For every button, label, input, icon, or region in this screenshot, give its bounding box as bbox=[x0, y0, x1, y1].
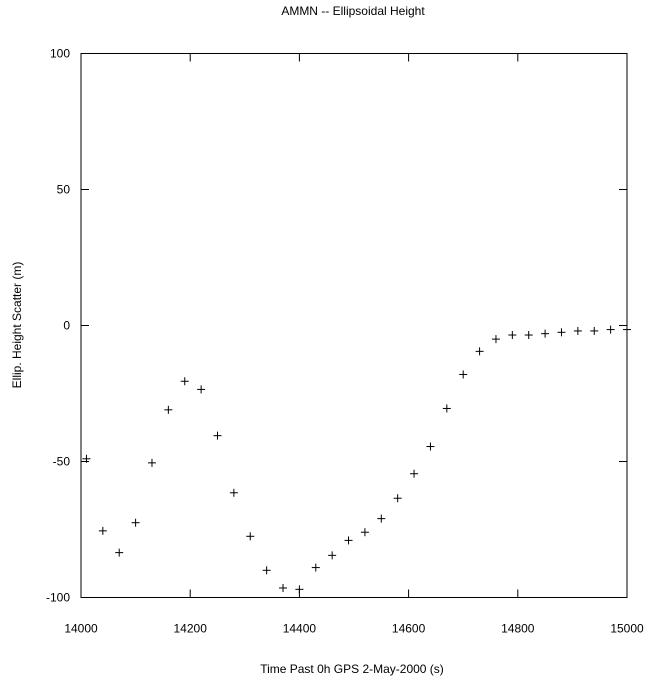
y-tick-label: 0 bbox=[63, 319, 70, 333]
data-point bbox=[213, 431, 222, 440]
data-point bbox=[377, 514, 386, 523]
data-point bbox=[344, 536, 353, 545]
y-axis-label: Ellip. Height Scatter (m) bbox=[10, 262, 24, 389]
data-point bbox=[557, 328, 566, 337]
data-point bbox=[262, 566, 271, 575]
data-point bbox=[508, 331, 517, 340]
data-point bbox=[410, 469, 419, 478]
data-point bbox=[573, 326, 582, 335]
data-point bbox=[442, 404, 451, 413]
data-point bbox=[623, 325, 631, 334]
data-point bbox=[279, 583, 288, 592]
data-point bbox=[164, 405, 173, 414]
y-tick-label: 100 bbox=[50, 47, 70, 61]
x-tick-label: 15000 bbox=[610, 622, 644, 636]
data-point bbox=[393, 494, 402, 503]
data-point bbox=[115, 548, 124, 557]
y-tick-label: -50 bbox=[53, 455, 71, 469]
x-tick-label: 14600 bbox=[392, 622, 426, 636]
axis-ticks: 14000 14200 14400 14600 14800 15000 -100 -50 0 50… bbox=[46, 47, 644, 636]
data-point bbox=[147, 458, 156, 467]
plot-frame bbox=[80, 53, 628, 598]
x-axis-label: Time Past 0h GPS 2-May-2000 (s) bbox=[260, 662, 444, 676]
data-point bbox=[98, 526, 107, 535]
data-point bbox=[180, 377, 189, 386]
data-point bbox=[229, 488, 238, 497]
data-point bbox=[541, 329, 550, 338]
data-point bbox=[246, 532, 255, 541]
x-tick-label: 14800 bbox=[501, 622, 535, 636]
data-point bbox=[590, 326, 599, 335]
y-tick-label: 50 bbox=[57, 183, 71, 197]
x-tick-label: 14200 bbox=[174, 622, 208, 636]
data-point bbox=[328, 551, 337, 560]
data-point bbox=[606, 325, 615, 334]
chart-title: AMMN -- Ellipsoidal Height bbox=[281, 4, 425, 18]
x-tick-label: 14400 bbox=[283, 622, 317, 636]
data-point bbox=[131, 518, 140, 527]
data-point bbox=[491, 335, 500, 344]
data-point bbox=[360, 528, 369, 537]
data-point bbox=[311, 563, 320, 572]
data-point bbox=[524, 331, 533, 340]
data-point bbox=[475, 347, 484, 356]
data-point bbox=[459, 370, 468, 379]
data-point bbox=[426, 442, 435, 451]
y-tick-label: -100 bbox=[46, 591, 70, 605]
x-tick-label: 14000 bbox=[64, 622, 98, 636]
data-point bbox=[197, 385, 206, 394]
data-point bbox=[82, 454, 91, 463]
data-point bbox=[295, 585, 304, 594]
data-points bbox=[82, 325, 631, 594]
